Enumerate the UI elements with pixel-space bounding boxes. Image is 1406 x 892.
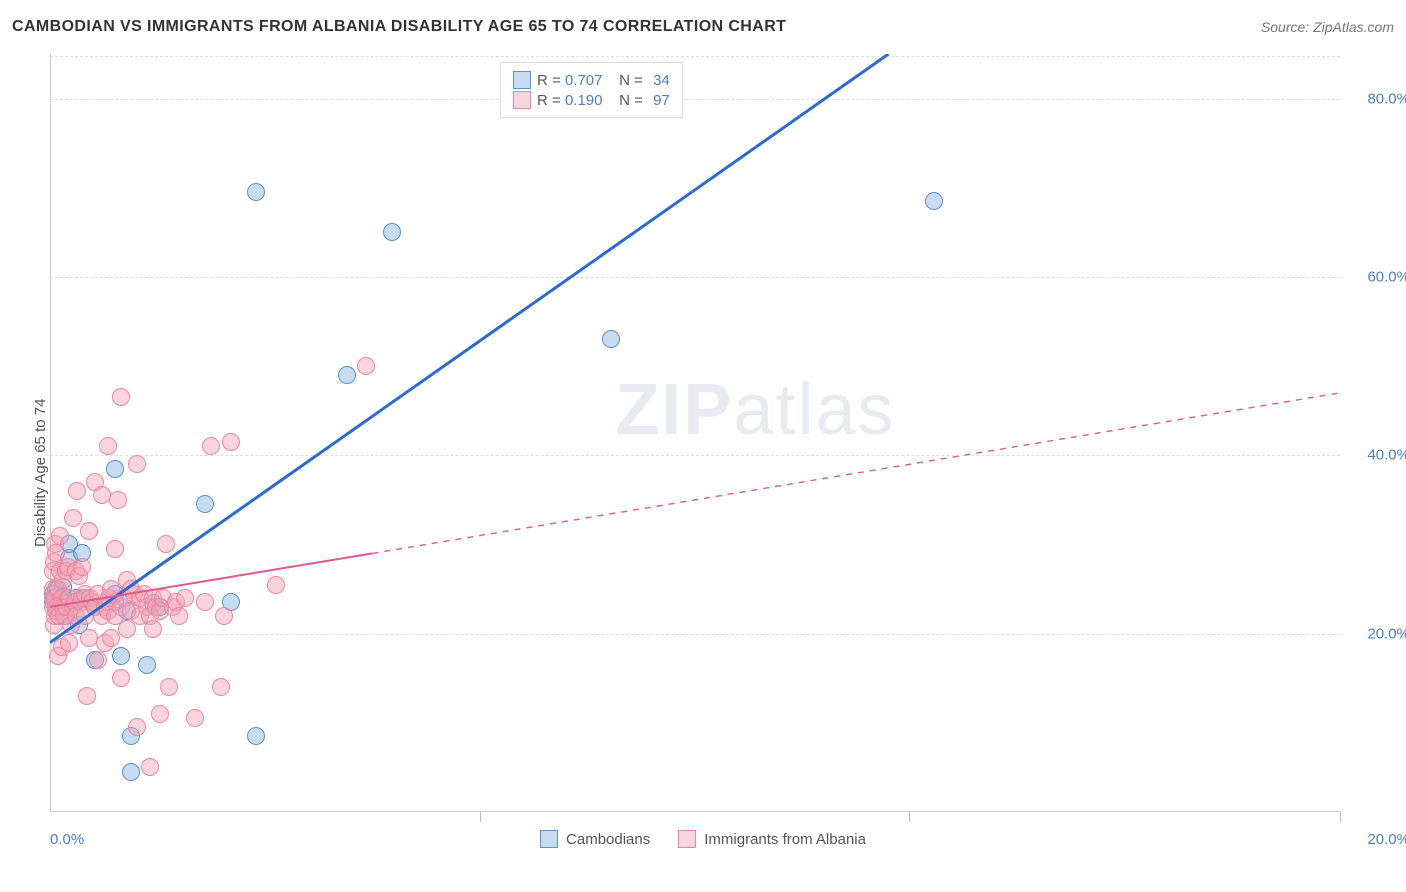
legend-swatch (678, 830, 696, 848)
y-tick-label: 60.0% (1350, 268, 1406, 285)
chart-title: CAMBODIAN VS IMMIGRANTS FROM ALBANIA DIS… (12, 18, 786, 36)
x-tick (909, 812, 910, 822)
scatter-point (80, 522, 98, 540)
scatter-point (151, 705, 169, 723)
gridline (50, 455, 1340, 456)
scatter-point (112, 647, 130, 665)
scatter-point (112, 669, 130, 687)
chart-header: CAMBODIAN VS IMMIGRANTS FROM ALBANIA DIS… (12, 18, 1394, 36)
x-lim-right: 20.0% (1350, 831, 1406, 848)
y-axis-line (50, 54, 51, 812)
scatter-point (602, 330, 620, 348)
scatter-point (170, 607, 188, 625)
scatter-point (247, 727, 265, 745)
scatter-point (112, 388, 130, 406)
scatter-point (68, 482, 86, 500)
scatter-point (60, 634, 78, 652)
legend-item: Immigrants from Albania (678, 830, 866, 848)
scatter-point (102, 629, 120, 647)
scatter-point (128, 718, 146, 736)
gridline (50, 99, 1340, 100)
scatter-point (51, 527, 69, 545)
legend-swatch (540, 830, 558, 848)
legend-swatch (513, 71, 531, 89)
scatter-point (93, 486, 111, 504)
y-tick-label: 80.0% (1350, 90, 1406, 107)
legend-stats: R = 0.707 N = 34 R = 0.190 N = 97 (500, 62, 683, 118)
watermark: ZIPatlas (615, 369, 895, 451)
scatter-point (99, 437, 117, 455)
scatter-point (925, 192, 943, 210)
chart-source: Source: ZipAtlas.com (1261, 19, 1394, 35)
scatter-point (338, 366, 356, 384)
legend-stats-row: R = 0.707 N = 34 (513, 71, 670, 89)
scatter-point (73, 558, 91, 576)
scatter-point (78, 687, 96, 705)
gridline (50, 56, 1340, 57)
legend-stats-row: R = 0.190 N = 97 (513, 91, 670, 109)
scatter-point (138, 656, 156, 674)
scatter-point (89, 651, 107, 669)
scatter-point (196, 495, 214, 513)
plot-area: 20.0%40.0%60.0%80.0%0.0%20.0%ZIPatlas (50, 54, 1340, 812)
y-tick-label: 40.0% (1350, 447, 1406, 464)
scatter-point (176, 589, 194, 607)
scatter-point (141, 758, 159, 776)
scatter-point (144, 620, 162, 638)
scatter-point (122, 763, 140, 781)
legend-series: Cambodians Immigrants from Albania (540, 830, 866, 848)
legend-label: Immigrants from Albania (704, 831, 866, 848)
legend-swatch (513, 91, 531, 109)
scatter-point (222, 433, 240, 451)
legend-item: Cambodians (540, 830, 650, 848)
y-axis-label: Disability Age 65 to 74 (32, 398, 49, 546)
x-lim-left: 0.0% (50, 831, 84, 848)
scatter-point (109, 491, 127, 509)
scatter-point (212, 678, 230, 696)
scatter-point (106, 540, 124, 558)
scatter-point (202, 437, 220, 455)
x-axis-line (50, 811, 1340, 812)
scatter-point (357, 357, 375, 375)
gridline (50, 277, 1340, 278)
scatter-point (157, 535, 175, 553)
x-tick (1340, 812, 1341, 822)
scatter-point (196, 593, 214, 611)
scatter-point (267, 576, 285, 594)
legend-label: Cambodians (566, 831, 650, 848)
scatter-point (106, 460, 124, 478)
x-tick (480, 812, 481, 822)
gridline (50, 634, 1340, 635)
scatter-point (64, 509, 82, 527)
scatter-point (128, 455, 146, 473)
scatter-point (160, 678, 178, 696)
scatter-point (247, 183, 265, 201)
scatter-point (215, 607, 233, 625)
scatter-point (80, 629, 98, 647)
scatter-point (118, 620, 136, 638)
scatter-point (186, 709, 204, 727)
regression-lines (50, 54, 1340, 812)
scatter-point (383, 223, 401, 241)
y-tick-label: 20.0% (1350, 625, 1406, 642)
